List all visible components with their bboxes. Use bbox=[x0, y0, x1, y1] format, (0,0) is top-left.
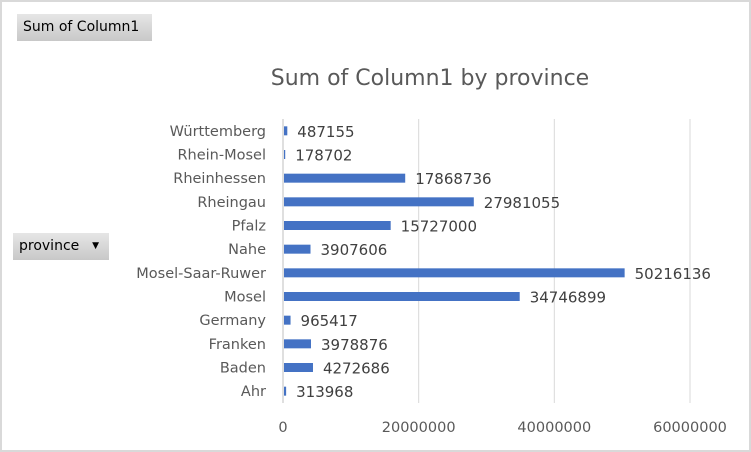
data-label: 17868736 bbox=[415, 170, 491, 188]
data-label: 3907606 bbox=[321, 241, 388, 259]
data-label: 178702 bbox=[295, 147, 352, 165]
dropdown-arrow-icon[interactable]: ▼ bbox=[92, 241, 99, 251]
category-label: Mosel bbox=[224, 290, 266, 306]
axis-field-button[interactable]: province ▼ bbox=[13, 233, 109, 260]
category-label: Germany bbox=[199, 313, 266, 329]
category-label: Rhein-Mosel bbox=[177, 148, 266, 164]
bar-mosel-saar-ruwer bbox=[284, 268, 625, 278]
category-label: Mosel-Saar-Ruwer bbox=[136, 266, 266, 282]
data-label: 50216136 bbox=[635, 265, 711, 283]
bar-rheinhessen bbox=[284, 173, 406, 183]
bar-ahr bbox=[284, 386, 287, 396]
axis-field-label: province bbox=[19, 238, 80, 254]
bar-mosel bbox=[284, 292, 520, 301]
bar-germany bbox=[284, 315, 291, 325]
category-label: Ahr bbox=[241, 384, 266, 400]
category-label: Rheingau bbox=[197, 195, 266, 211]
data-label: 15727000 bbox=[401, 218, 477, 236]
bar-pfalz bbox=[284, 221, 391, 230]
x-tick-label: 60000000 bbox=[653, 420, 727, 436]
category-label: Württemberg bbox=[170, 124, 266, 140]
data-label: 965417 bbox=[301, 312, 358, 330]
value-field-button[interactable]: Sum of Column1 bbox=[17, 14, 152, 41]
category-label: Franken bbox=[209, 337, 266, 353]
x-tick-label: 0 bbox=[278, 420, 287, 436]
data-label: 34746899 bbox=[530, 289, 606, 307]
bar-nahe bbox=[284, 244, 311, 254]
data-label: 4272686 bbox=[323, 360, 390, 378]
bar-rhein-mosel bbox=[284, 150, 286, 159]
category-label: Nahe bbox=[228, 242, 266, 258]
chart-title: Sum of Column1 by province bbox=[271, 66, 589, 91]
x-tick-label: 20000000 bbox=[382, 420, 456, 436]
x-tick-label: 40000000 bbox=[517, 420, 591, 436]
category-label: Pfalz bbox=[232, 219, 266, 235]
value-field-label: Sum of Column1 bbox=[23, 19, 140, 35]
data-label: 313968 bbox=[296, 383, 353, 401]
category-label: Baden bbox=[220, 361, 266, 377]
bar-franken bbox=[284, 339, 311, 349]
bar-baden bbox=[284, 363, 313, 372]
bar-rheingau bbox=[284, 197, 474, 207]
data-label: 487155 bbox=[297, 123, 354, 141]
data-label: 3978876 bbox=[321, 336, 388, 354]
bar-württemberg bbox=[284, 126, 288, 136]
category-label: Rheinhessen bbox=[173, 171, 266, 187]
data-label: 27981055 bbox=[484, 194, 560, 212]
